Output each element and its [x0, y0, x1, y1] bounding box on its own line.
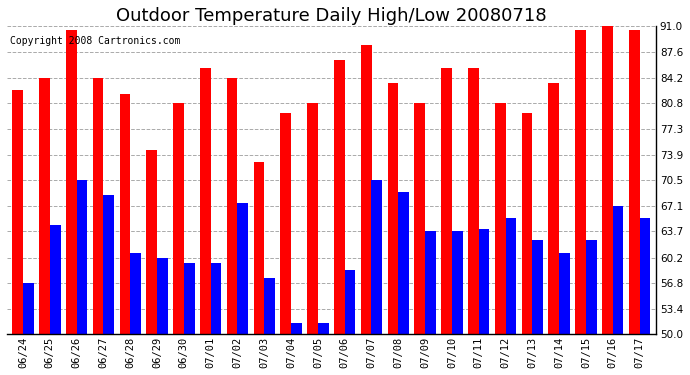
- Bar: [495, 103, 506, 334]
- Bar: [237, 203, 248, 334]
- Bar: [307, 103, 318, 334]
- Bar: [210, 263, 221, 334]
- Bar: [23, 283, 34, 334]
- Bar: [441, 68, 452, 334]
- Bar: [371, 180, 382, 334]
- Bar: [361, 45, 371, 334]
- Bar: [104, 195, 114, 334]
- Bar: [334, 60, 345, 334]
- Bar: [130, 253, 141, 334]
- Bar: [39, 78, 50, 334]
- Title: Outdoor Temperature Daily High/Low 20080718: Outdoor Temperature Daily High/Low 20080…: [116, 7, 546, 25]
- Bar: [200, 68, 210, 334]
- Bar: [184, 263, 195, 334]
- Bar: [559, 253, 570, 334]
- Bar: [522, 113, 532, 334]
- Bar: [119, 94, 130, 334]
- Bar: [506, 218, 516, 334]
- Bar: [425, 231, 436, 334]
- Bar: [549, 83, 559, 334]
- Bar: [280, 113, 291, 334]
- Bar: [291, 323, 302, 334]
- Bar: [66, 30, 77, 334]
- Bar: [77, 180, 88, 334]
- Bar: [640, 218, 650, 334]
- Bar: [452, 231, 462, 334]
- Text: Copyright 2008 Cartronics.com: Copyright 2008 Cartronics.com: [10, 36, 181, 46]
- Bar: [586, 240, 597, 334]
- Bar: [12, 90, 23, 334]
- Bar: [173, 103, 184, 334]
- Bar: [388, 83, 398, 334]
- Bar: [157, 258, 168, 334]
- Bar: [318, 323, 328, 334]
- Bar: [253, 162, 264, 334]
- Bar: [227, 78, 237, 334]
- Bar: [50, 225, 61, 334]
- Bar: [264, 278, 275, 334]
- Bar: [575, 30, 586, 334]
- Bar: [345, 270, 355, 334]
- Bar: [398, 192, 409, 334]
- Bar: [146, 150, 157, 334]
- Bar: [629, 30, 640, 334]
- Bar: [613, 206, 624, 334]
- Bar: [602, 27, 613, 334]
- Bar: [532, 240, 543, 334]
- Bar: [92, 78, 104, 334]
- Bar: [479, 229, 489, 334]
- Bar: [415, 103, 425, 334]
- Bar: [468, 68, 479, 334]
